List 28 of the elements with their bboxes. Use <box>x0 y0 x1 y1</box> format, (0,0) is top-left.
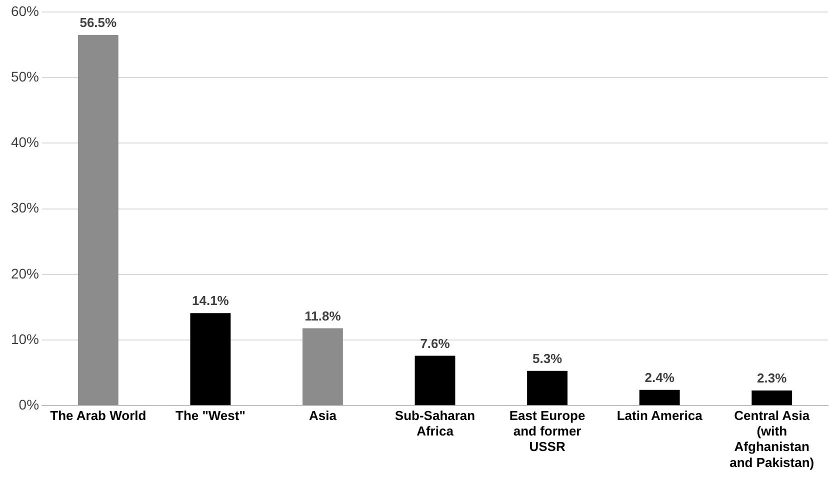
y-tick-label: 60% <box>10 2 40 19</box>
bar <box>752 390 792 406</box>
x-tick-label: Latin America <box>616 408 704 423</box>
x-tick-label: The "West" <box>176 408 246 423</box>
y-tick-label: 0% <box>18 396 40 412</box>
y-tick-label: 10% <box>10 330 40 347</box>
y-tick-label: 30% <box>10 200 40 216</box>
x-tick-label: Asia <box>308 408 338 423</box>
y-tick-label: 50% <box>10 68 40 84</box>
y-tick-label: 40% <box>10 134 40 150</box>
x-tick-label: East Europe and former USSR <box>509 408 586 454</box>
bar <box>78 34 118 406</box>
bar <box>190 313 231 406</box>
data-label: 2.4% <box>644 370 675 385</box>
x-tick-label: Sub-Saharan Africa <box>394 408 476 439</box>
bar <box>414 356 456 406</box>
bar <box>527 370 568 406</box>
data-label: 14.1% <box>192 293 230 308</box>
x-tick-label: Central Asia (with Afghanistan and Pakistan) <box>730 408 814 470</box>
data-label: 2.3% <box>757 370 788 386</box>
bar <box>639 390 680 406</box>
data-label: 56.5% <box>80 15 118 30</box>
data-label: 11.8% <box>304 308 342 324</box>
data-label: 5.3% <box>532 350 563 366</box>
bar <box>302 328 343 406</box>
y-tick-label: 20% <box>10 265 40 282</box>
data-label: 7.6% <box>420 336 450 351</box>
x-tick-label: The Arab World <box>50 408 146 423</box>
